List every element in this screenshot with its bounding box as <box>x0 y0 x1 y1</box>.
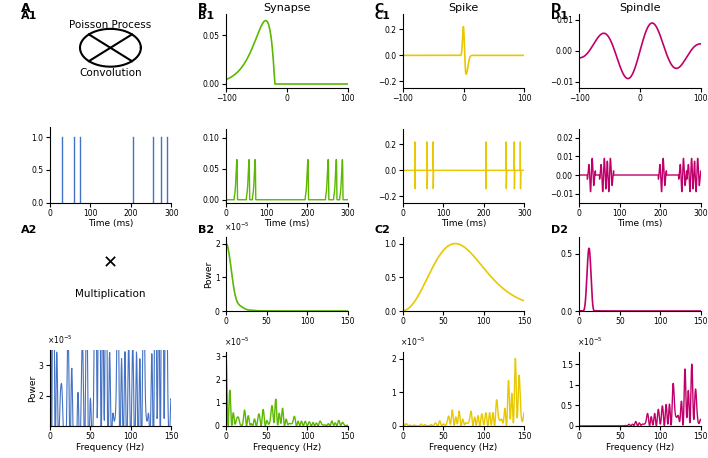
Text: C: C <box>375 2 384 15</box>
X-axis label: Frequency (Hz): Frequency (Hz) <box>76 442 144 452</box>
Text: B: B <box>198 2 207 15</box>
Text: $\times10^{-5}$: $\times10^{-5}$ <box>47 334 73 346</box>
Text: A2: A2 <box>21 225 38 235</box>
Text: C2: C2 <box>375 225 390 235</box>
X-axis label: Frequency (Hz): Frequency (Hz) <box>253 442 321 452</box>
X-axis label: Time (ms): Time (ms) <box>88 219 133 229</box>
Text: $\times10^{-5}$: $\times10^{-5}$ <box>400 335 426 348</box>
Text: D1: D1 <box>551 11 568 22</box>
Title: Synapse: Synapse <box>263 3 311 13</box>
X-axis label: Time (ms): Time (ms) <box>264 219 309 229</box>
Text: D2: D2 <box>551 225 568 235</box>
X-axis label: Time (ms): Time (ms) <box>441 219 486 229</box>
Text: Convolution: Convolution <box>79 68 142 78</box>
Text: B2: B2 <box>198 225 214 235</box>
Y-axis label: Power: Power <box>28 375 37 402</box>
Text: $\times10^{-5}$: $\times10^{-5}$ <box>577 335 603 348</box>
X-axis label: Frequency (Hz): Frequency (Hz) <box>606 442 674 452</box>
Title: Spindle: Spindle <box>620 3 661 13</box>
Text: B1: B1 <box>198 11 214 22</box>
Y-axis label: Power: Power <box>205 260 214 288</box>
Text: ✕: ✕ <box>103 254 118 273</box>
Text: Multiplication: Multiplication <box>75 289 146 299</box>
Text: A1: A1 <box>21 11 38 22</box>
Text: A: A <box>21 2 31 15</box>
Title: Spike: Spike <box>448 3 479 13</box>
Text: $\times10^{-5}$: $\times10^{-5}$ <box>224 335 249 348</box>
Text: $\times10^{-5}$: $\times10^{-5}$ <box>224 220 249 233</box>
Text: Poisson Process: Poisson Process <box>69 20 152 30</box>
X-axis label: Frequency (Hz): Frequency (Hz) <box>429 442 498 452</box>
X-axis label: Time (ms): Time (ms) <box>617 219 663 229</box>
Text: C1: C1 <box>375 11 390 22</box>
Text: D: D <box>551 2 561 15</box>
